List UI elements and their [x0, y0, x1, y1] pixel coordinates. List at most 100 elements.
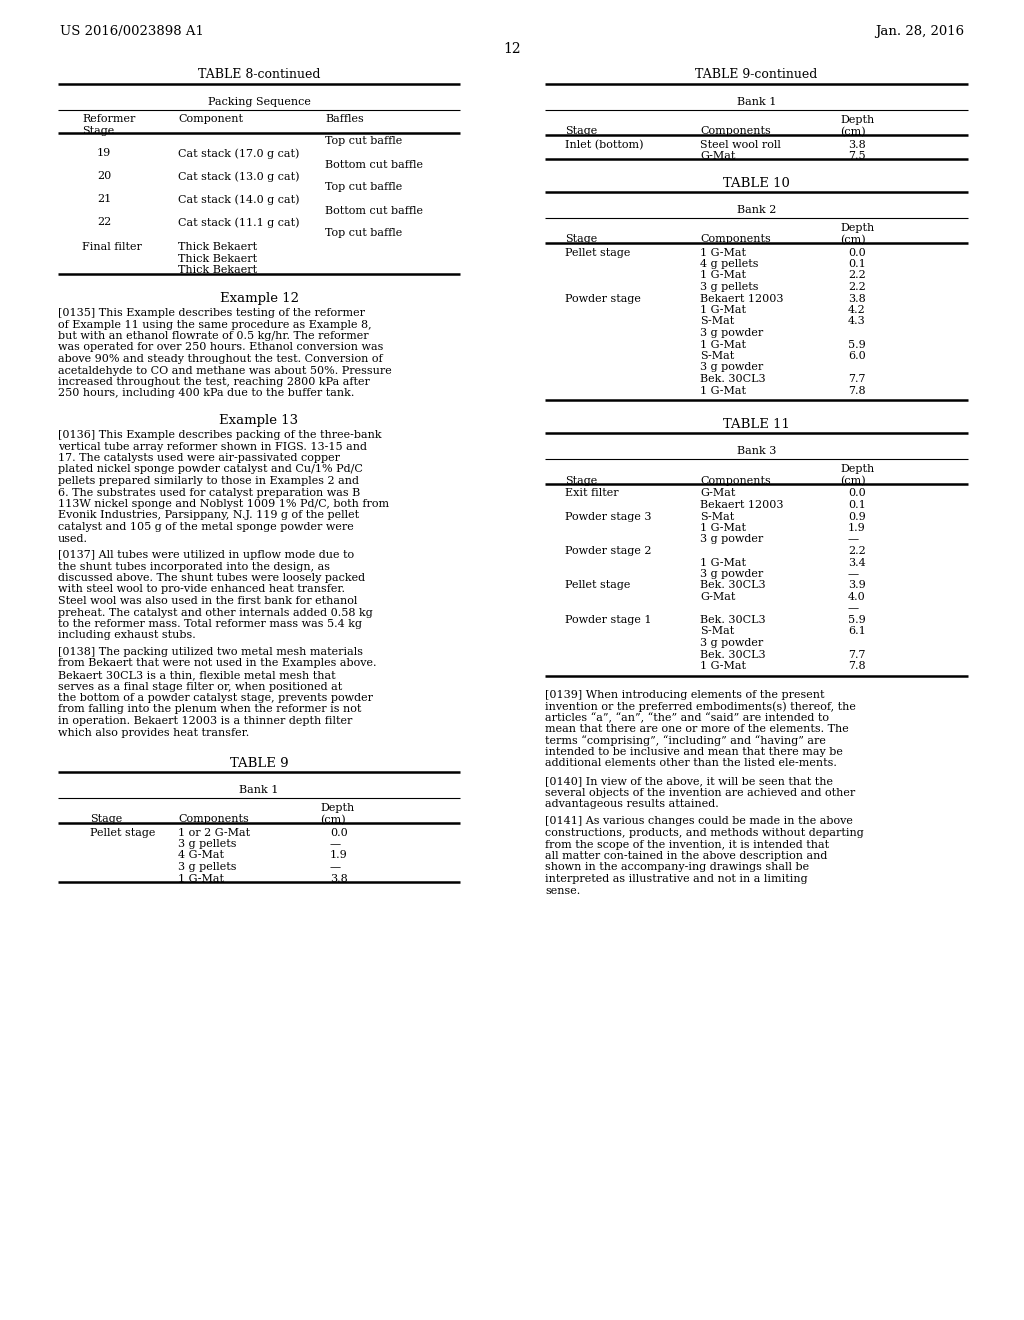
Text: —: —: [848, 535, 859, 544]
Text: 4 G-Mat: 4 G-Mat: [178, 850, 224, 861]
Text: 1 G-Mat: 1 G-Mat: [700, 523, 746, 533]
Text: Top cut baffle: Top cut baffle: [325, 228, 402, 239]
Text: 2.2: 2.2: [848, 271, 865, 281]
Text: [0140] In view of the above, it will be seen that the: [0140] In view of the above, it will be …: [545, 776, 833, 785]
Text: from falling into the plenum when the reformer is not: from falling into the plenum when the re…: [58, 705, 361, 714]
Text: 3 g powder: 3 g powder: [700, 363, 763, 372]
Text: Thick Bekaert: Thick Bekaert: [178, 265, 257, 275]
Text: 6. The substrates used for catalyst preparation was B: 6. The substrates used for catalyst prep…: [58, 487, 360, 498]
Text: G-Mat: G-Mat: [700, 488, 735, 499]
Text: Thick Bekaert: Thick Bekaert: [178, 253, 257, 264]
Text: additional elements other than the listed ele-ments.: additional elements other than the liste…: [545, 759, 837, 768]
Text: constructions, products, and methods without departing: constructions, products, and methods wit…: [545, 828, 864, 838]
Text: S-Mat: S-Mat: [700, 317, 734, 326]
Text: Final filter: Final filter: [82, 242, 142, 252]
Text: —: —: [848, 569, 859, 579]
Text: mean that there are one or more of the elements. The: mean that there are one or more of the e…: [545, 723, 849, 734]
Text: Components: Components: [700, 235, 771, 244]
Text: [0138] The packing utilized two metal mesh materials: [0138] The packing utilized two metal me…: [58, 647, 362, 657]
Text: Reformer: Reformer: [82, 114, 135, 124]
Text: 3.8: 3.8: [848, 293, 865, 304]
Text: Cat stack (17.0 g cat): Cat stack (17.0 g cat): [178, 148, 299, 158]
Text: 6.0: 6.0: [848, 351, 865, 360]
Text: Inlet (bottom): Inlet (bottom): [565, 140, 643, 149]
Text: discussed above. The shunt tubes were loosely packed: discussed above. The shunt tubes were lo…: [58, 573, 366, 583]
Text: several objects of the invention are achieved and other: several objects of the invention are ach…: [545, 788, 855, 797]
Text: Components: Components: [700, 475, 771, 486]
Text: 5.9: 5.9: [848, 615, 865, 624]
Text: 4.0: 4.0: [848, 591, 865, 602]
Text: 0.1: 0.1: [848, 259, 865, 269]
Text: 0.9: 0.9: [848, 511, 865, 521]
Text: Bank 3: Bank 3: [737, 446, 776, 455]
Text: 12: 12: [503, 42, 521, 55]
Text: vertical tube array reformer shown in FIGS. 13-15 and: vertical tube array reformer shown in FI…: [58, 441, 367, 451]
Text: Example 13: Example 13: [219, 414, 299, 426]
Text: S-Mat: S-Mat: [700, 351, 734, 360]
Text: (cm): (cm): [319, 814, 346, 825]
Text: advantageous results attained.: advantageous results attained.: [545, 799, 719, 809]
Text: Stage: Stage: [565, 475, 597, 486]
Text: from Bekaert that were not used in the Examples above.: from Bekaert that were not used in the E…: [58, 659, 377, 668]
Text: 0.0: 0.0: [848, 488, 865, 499]
Text: Stage: Stage: [565, 235, 597, 244]
Text: TABLE 10: TABLE 10: [723, 177, 790, 190]
Text: 4.3: 4.3: [848, 317, 865, 326]
Text: 3.8: 3.8: [330, 874, 348, 883]
Text: TABLE 8-continued: TABLE 8-continued: [198, 69, 321, 81]
Text: 113W nickel sponge and Noblyst 1009 1% Pd/C, both from: 113W nickel sponge and Noblyst 1009 1% P…: [58, 499, 389, 510]
Text: 19: 19: [97, 148, 112, 158]
Text: 1.9: 1.9: [330, 850, 348, 861]
Text: TABLE 9: TABLE 9: [229, 756, 289, 770]
Text: all matter con-tained in the above description and: all matter con-tained in the above descr…: [545, 851, 827, 861]
Text: —: —: [330, 840, 341, 849]
Text: Steel wool roll: Steel wool roll: [700, 140, 781, 149]
Text: 7.7: 7.7: [848, 374, 865, 384]
Text: intended to be inclusive and mean that there may be: intended to be inclusive and mean that t…: [545, 747, 843, 756]
Text: US 2016/0023898 A1: US 2016/0023898 A1: [60, 25, 204, 38]
Text: 7.8: 7.8: [848, 385, 865, 396]
Text: Powder stage: Powder stage: [565, 293, 641, 304]
Text: (cm): (cm): [840, 127, 865, 137]
Text: 6.1: 6.1: [848, 627, 865, 636]
Text: [0137] All tubes were utilized in upflow mode due to: [0137] All tubes were utilized in upflow…: [58, 550, 354, 560]
Text: 3 g powder: 3 g powder: [700, 638, 763, 648]
Text: Bottom cut baffle: Bottom cut baffle: [325, 206, 423, 215]
Text: Packing Sequence: Packing Sequence: [208, 96, 310, 107]
Text: but with an ethanol flowrate of 0.5 kg/hr. The reformer: but with an ethanol flowrate of 0.5 kg/h…: [58, 331, 369, 341]
Text: Steel wool was also used in the first bank for ethanol: Steel wool was also used in the first ba…: [58, 597, 357, 606]
Text: 3 g pellets: 3 g pellets: [178, 862, 237, 873]
Text: catalyst and 105 g of the metal sponge powder were: catalyst and 105 g of the metal sponge p…: [58, 521, 353, 532]
Text: Bekaert 30CL3 is a thin, flexible metal mesh that: Bekaert 30CL3 is a thin, flexible metal …: [58, 671, 336, 680]
Text: which also provides heat transfer.: which also provides heat transfer.: [58, 727, 249, 738]
Text: Powder stage 3: Powder stage 3: [565, 511, 651, 521]
Text: Bek. 30CL3: Bek. 30CL3: [700, 581, 766, 590]
Text: Bekaert 12003: Bekaert 12003: [700, 500, 783, 510]
Text: 7.5: 7.5: [848, 150, 865, 161]
Text: Example 12: Example 12: [219, 292, 299, 305]
Text: Components: Components: [700, 127, 771, 136]
Text: 7.8: 7.8: [848, 661, 865, 671]
Text: 1 G-Mat: 1 G-Mat: [700, 248, 746, 257]
Text: (cm): (cm): [840, 475, 865, 486]
Text: 1 G-Mat: 1 G-Mat: [700, 339, 746, 350]
Text: used.: used.: [58, 533, 88, 544]
Text: 3.8: 3.8: [848, 140, 865, 149]
Text: invention or the preferred embodiments(s) thereof, the: invention or the preferred embodiments(s…: [545, 701, 856, 711]
Text: Stage: Stage: [565, 127, 597, 136]
Text: Bek. 30CL3: Bek. 30CL3: [700, 649, 766, 660]
Text: the bottom of a powder catalyst stage, prevents powder: the bottom of a powder catalyst stage, p…: [58, 693, 373, 704]
Text: 1 G-Mat: 1 G-Mat: [700, 271, 746, 281]
Text: Components: Components: [178, 814, 249, 825]
Text: from the scope of the invention, it is intended that: from the scope of the invention, it is i…: [545, 840, 829, 850]
Text: TABLE 9-continued: TABLE 9-continued: [695, 69, 818, 81]
Text: Bank 2: Bank 2: [737, 205, 776, 215]
Text: 17. The catalysts used were air-passivated copper: 17. The catalysts used were air-passivat…: [58, 453, 340, 463]
Text: Evonik Industries, Parsippany, N.J. 119 g of the pellet: Evonik Industries, Parsippany, N.J. 119 …: [58, 511, 359, 520]
Text: preheat. The catalyst and other internals added 0.58 kg: preheat. The catalyst and other internal…: [58, 607, 373, 618]
Text: of Example 11 using the same procedure as Example 8,: of Example 11 using the same procedure a…: [58, 319, 372, 330]
Text: Pellet stage: Pellet stage: [90, 828, 156, 837]
Text: Depth: Depth: [840, 465, 874, 474]
Text: Depth: Depth: [840, 223, 874, 234]
Text: Stage: Stage: [82, 125, 115, 136]
